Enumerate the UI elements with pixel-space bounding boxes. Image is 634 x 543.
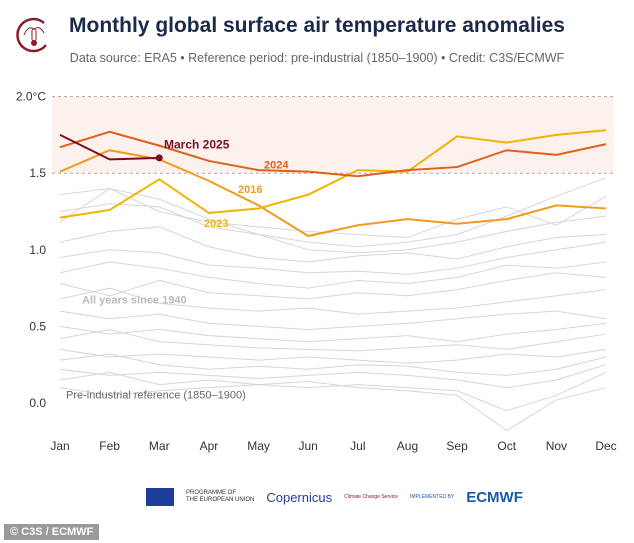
- x-tick-label-mar: Mar: [149, 439, 170, 453]
- background-year-line: [59, 187, 607, 254]
- x-tick-label-apr: Apr: [200, 439, 219, 453]
- x-tick-label-nov: Nov: [546, 439, 567, 453]
- background-year-line: [59, 241, 607, 275]
- background-year-line: [59, 364, 607, 389]
- label-2024: 2024: [264, 160, 289, 172]
- x-tick-label-aug: Aug: [397, 439, 418, 453]
- image-credit: © C3S / ECMWF: [4, 524, 100, 540]
- x-tick-label-jun: Jun: [299, 439, 318, 453]
- eu-label-2: THE EUROPEAN UNION: [186, 497, 255, 503]
- x-tick-label-may: May: [247, 439, 270, 453]
- copernicus-logo: Copernicus: [266, 489, 333, 505]
- background-year-line: [59, 310, 607, 330]
- eu-label-1: PROGRAMME OF: [186, 490, 237, 496]
- label-all-years: All years since 1940: [82, 294, 187, 306]
- x-tick-label-jan: Jan: [50, 439, 69, 453]
- background-year-line: [59, 287, 607, 315]
- x-tick-label-dec: Dec: [595, 439, 616, 453]
- label-pre-industrial: Pre-industrial reference (1850–1900): [66, 389, 246, 401]
- series-line-2024: [59, 130, 607, 178]
- y-tick-label: 1.0: [29, 243, 46, 257]
- label-2023: 2023: [204, 218, 228, 230]
- eu-flag-icon: [146, 488, 174, 506]
- partner-logos: PROGRAMME OF THE EUROPEAN UNION Copernicu…: [146, 488, 523, 506]
- x-tick-label-feb: Feb: [99, 439, 120, 453]
- implemented-by-label: IMPLEMENTED BY: [410, 494, 455, 500]
- background-year-line: [59, 322, 607, 343]
- background-year-line: [59, 381, 607, 432]
- background-year-line: [59, 371, 607, 412]
- background-year-line: [59, 272, 607, 300]
- x-tick-label-oct: Oct: [497, 439, 516, 453]
- y-tick-label: 0.5: [29, 319, 46, 333]
- c3s-logo: Climate Change Service: [344, 494, 399, 500]
- series-line-2023: [59, 129, 607, 219]
- ecmwf-logo: ECMWF: [466, 488, 523, 506]
- x-tick-label-jul: Jul: [350, 439, 365, 453]
- x-tick-label-sep: Sep: [446, 439, 468, 453]
- y-tick-label: 2.0°C: [16, 90, 46, 104]
- background-year-line: [59, 348, 607, 364]
- data-point: [155, 154, 163, 162]
- y-tick-label: 1.5: [29, 166, 46, 180]
- background-year-line: [59, 328, 607, 352]
- chart-subtitle: Data source: ERA5 • Reference period: pr…: [69, 51, 565, 65]
- background-year-line: [59, 226, 607, 263]
- background-year-line: [59, 353, 607, 376]
- c3s-thermometer-logo: [16, 17, 47, 53]
- label-march-2025: March 2025: [164, 138, 230, 152]
- series-line-march-2025: [59, 134, 160, 161]
- y-tick-label: 0.0: [29, 396, 46, 410]
- shaded-band-1-5-to-2-0: [52, 96, 614, 174]
- background-year-line: [59, 188, 607, 239]
- background-year-line: [59, 261, 607, 289]
- background-year-line: [59, 177, 607, 248]
- line-chart: 0.0 0.5 1.0 1.5 2.0°C Jan Feb Mar Apr May Jun Jul Au…: [16, 90, 617, 453]
- label-2016: 2016: [238, 184, 262, 196]
- chart-title: Monthly global surface air temperature a…: [69, 14, 565, 37]
